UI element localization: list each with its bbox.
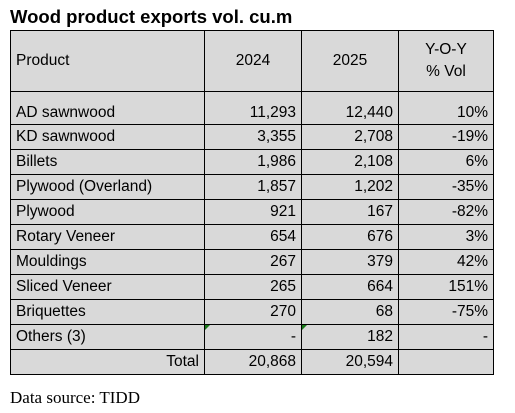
value-2025-cell: 12,440 [301, 91, 399, 125]
product-cell: Others (3) [10, 324, 205, 350]
yoy-cell: 3% [398, 224, 494, 250]
table-row: Plywood 921 167 -82% [10, 199, 494, 225]
value-2025-cell: 167 [301, 199, 399, 225]
value-2025-cell: 676 [301, 224, 399, 250]
yoy-cell: 6% [398, 149, 494, 175]
header-yoy-line1: Y-O-Y [425, 41, 467, 58]
product-cell: KD sawnwood [10, 124, 205, 150]
yoy-cell: -19% [398, 124, 494, 150]
header-yoy-line2: % Vol [426, 63, 466, 80]
product-cell: Plywood [10, 199, 205, 225]
product-cell: Rotary Veneer [10, 224, 205, 250]
yoy-cell: -35% [398, 174, 494, 200]
table-row: Mouldings 267 379 42% [10, 249, 494, 275]
value-2024-cell: 267 [204, 249, 302, 275]
table-row: Rotary Veneer 654 676 3% [10, 224, 494, 250]
product-cell: Briquettes [10, 299, 205, 325]
total-2025: 20,594 [301, 349, 399, 375]
product-cell: Plywood (Overland) [10, 174, 205, 200]
table-row: Briquettes 270 68 -75% [10, 299, 494, 325]
product-cell: AD sawnwood [10, 91, 205, 125]
yoy-cell: - [398, 324, 494, 350]
total-row: Total 20,868 20,594 [10, 349, 494, 375]
header-2024: 2024 [204, 30, 302, 92]
value-2024-cell: 270 [204, 299, 302, 325]
value-2024-cell: 1,857 [204, 174, 302, 200]
product-cell: Mouldings [10, 249, 205, 275]
value-2024-cell: 1,986 [204, 149, 302, 175]
value-2024-cell: 921 [204, 199, 302, 225]
total-label: Total [10, 349, 205, 375]
table-row: Billets 1,986 2,108 6% [10, 149, 494, 175]
data-source-note: Data source: TIDD [10, 388, 140, 407]
table-row: AD sawnwood 11,293 12,440 10% [10, 91, 494, 125]
value-2024-cell: - [204, 324, 302, 350]
header-product: Product [10, 30, 205, 92]
value-2025-cell: 1,202 [301, 174, 399, 200]
value-2024-cell: 265 [204, 274, 302, 300]
value-2025-cell: 2,708 [301, 124, 399, 150]
product-cell: Sliced Veneer [10, 274, 205, 300]
value-2024-cell: 3,355 [204, 124, 302, 150]
table-title: Wood product exports vol. cu.m [10, 6, 293, 27]
yoy-cell: 10% [398, 91, 494, 125]
total-yoy-empty [398, 349, 494, 375]
value-2025-cell: 664 [301, 274, 399, 300]
value-2025-cell: 2,108 [301, 149, 399, 175]
total-2024: 20,868 [204, 349, 302, 375]
value-2024-cell: 11,293 [204, 91, 302, 125]
table-row: KD sawnwood 3,355 2,708 -19% [10, 124, 494, 150]
value-2025-cell: 182 [301, 324, 399, 350]
value-2025-cell: 379 [301, 249, 399, 275]
yoy-cell: -82% [398, 199, 494, 225]
header-2025: 2025 [301, 30, 399, 92]
table-row: Others (3) - 182 - [10, 324, 494, 350]
value-2024-cell: 654 [204, 224, 302, 250]
header-row: Product 2024 2025 Y-O-Y % Vol [10, 30, 494, 92]
exports-table: Product 2024 2025 Y-O-Y % Vol AD sawnwoo… [10, 30, 494, 375]
header-yoy: Y-O-Y % Vol [398, 30, 494, 92]
yoy-cell: 151% [398, 274, 494, 300]
yoy-cell: -75% [398, 299, 494, 325]
value-2025-cell: 68 [301, 299, 399, 325]
table-row: Sliced Veneer 265 664 151% [10, 274, 494, 300]
yoy-cell: 42% [398, 249, 494, 275]
table-row: Plywood (Overland) 1,857 1,202 -35% [10, 174, 494, 200]
product-cell: Billets [10, 149, 205, 175]
